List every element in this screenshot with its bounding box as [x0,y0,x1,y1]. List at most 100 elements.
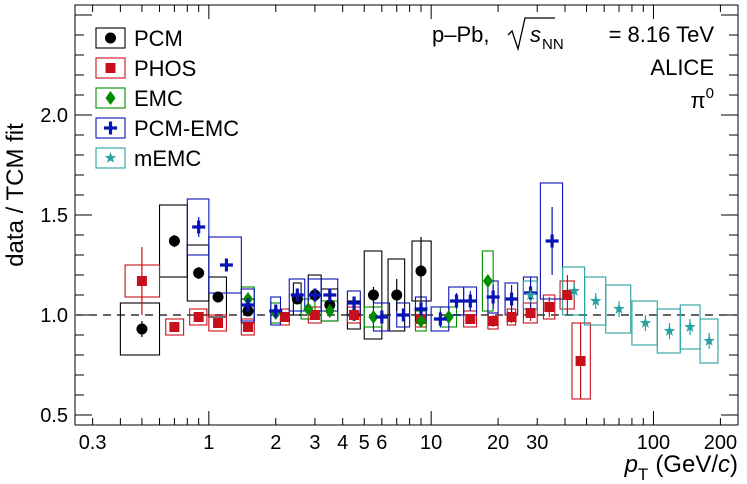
legend-swatch-emc [95,87,126,109]
pcm-emc-point [545,234,559,248]
phos-sys-box [208,314,227,332]
memc-point [684,321,696,332]
memc-point [590,295,602,306]
pcm-emc-sys-box [208,236,242,294]
pcm-sys-box [363,250,383,340]
x-tick-label: 0.3 [79,432,107,454]
legend-marker-pcm-emc [104,121,117,135]
emc-point [303,302,314,316]
memc-point [524,289,537,300]
y-tick-label: 1.0 [40,305,68,327]
x-tick-label: 2 [270,432,281,454]
pcm-emc-point [375,310,389,324]
x-tick-label: 10 [420,432,442,454]
annotation-particle: π0 [690,85,714,113]
x-tick-label: 200 [704,432,737,454]
pcm-emc-point [486,290,500,304]
annotation-experiment: ALICE [650,55,714,80]
emc-point [482,274,493,288]
pcm-emc-point [449,294,463,308]
phos-sys-box [542,294,556,320]
pcm-emc-point [308,288,322,302]
emc-point [415,314,426,328]
legend-swatch-pcm [95,27,126,49]
annotation: p–Pb, s NN = 8.16 TeV ALICE π0 [432,17,715,113]
emc-point [324,304,335,318]
legend-swatch-memc [95,147,126,169]
phos-point [242,322,253,332]
phos-sys-box [240,318,255,336]
x-tick-label: 6 [376,432,387,454]
emc-point [443,310,454,324]
memc-sys-box [605,284,632,334]
legend-swatch-phos [95,57,126,79]
pcm-emc-point [219,258,233,272]
legend-label-emc: EMC [134,86,183,111]
phos-point [575,356,586,366]
phos-point [465,314,476,324]
phos-point [193,312,204,322]
sqrt-sign [507,17,555,52]
data-markers [136,220,715,366]
phos-sys-box [165,318,185,336]
x-tick-label: 5 [359,432,370,454]
legend-swatch-pcm-emc [95,117,126,139]
x-tick-label: 3 [309,432,320,454]
legend-label-pcm-emc: PCM-EMC [134,116,239,141]
legend-marker-memc [104,152,117,163]
y-tick-label: 0.5 [40,405,68,427]
phos-point [525,308,536,318]
systematic-boxes [119,182,719,400]
pcm-point [415,265,427,277]
annotation-energy: = 8.16 TeV [609,22,715,47]
x-tick-label: 4 [337,432,348,454]
pcm-point [212,291,224,303]
x-tick-label: 100 [637,432,670,454]
legend-label-memc: mEMC [134,146,201,171]
pcm-emc-point [505,292,519,306]
legend-label-phos: PHOS [134,56,196,81]
x-tick-label: 1 [203,432,214,454]
pcm-point [136,323,148,335]
phos-point [506,312,517,322]
pcm-emc-point [192,220,206,234]
pcm-sys-box [208,276,227,318]
pcm-point [391,289,403,301]
y-axis-label: data / TCM fit [2,123,29,267]
memc-point [613,303,625,314]
axis-ticks: 0.3 1 2 3 4 5 6 10 20 30 100 200 0.5 1.0 1.5 2.0 [40,5,738,454]
phos-point [309,310,320,320]
legend: PCM PHOS EMC PCM-EMC mEMC [95,26,239,171]
legend-marker-pcm [105,32,116,44]
x-axis-label: pT (GeV/c) [624,451,738,484]
annotation-sqrt-sub: NN [542,36,564,53]
memc-point [663,325,676,336]
phos-point [488,316,499,326]
legend-marker-emc [105,91,116,105]
annotation-system: p–Pb, [432,22,490,47]
pcm-sys-box [387,258,406,332]
memc-point [568,285,580,296]
emc-point [368,310,379,324]
legend-marker-phos [105,63,116,73]
stat-error-bars [141,207,710,399]
pcm-emc-sys-box [288,278,306,312]
x-tick-label: 30 [526,432,548,454]
phos-point [349,310,360,320]
memc-point [703,335,715,346]
memc-sys-box [699,318,719,364]
pcm-point [367,289,379,301]
phos-point [169,322,180,332]
phos-point [562,290,573,300]
phos-point [279,312,290,322]
x-tick-label: 20 [487,432,509,454]
pcm-emc-point [323,288,337,302]
pcm-emc-point [347,296,361,310]
pcm-emc-point [414,302,428,316]
pcm-emc-point [463,294,477,308]
pcm-emc-sys-box [186,198,210,256]
pcm-emc-point [290,288,304,302]
pcm-emc-sys-box [539,182,564,300]
phos-point [136,276,147,286]
